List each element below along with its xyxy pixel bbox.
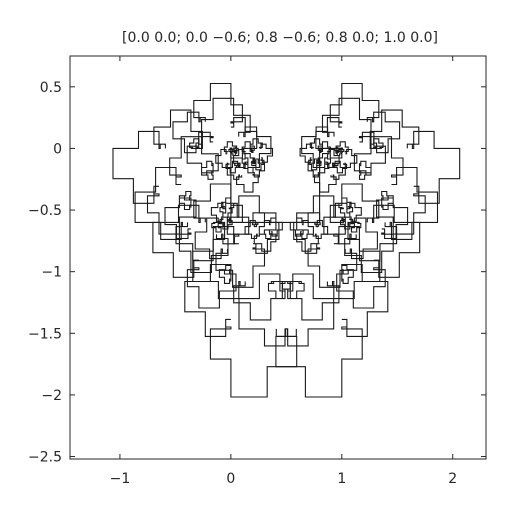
series-line (230, 147, 342, 223)
chart-title: [0.0 0.0; 0.0 −0.6; 0.8 −0.6; 0.8 0.0; 1… (122, 30, 438, 46)
axis-ticks (70, 56, 486, 459)
y-tick-label: −2.5 (28, 450, 62, 466)
fractal-curve (112, 82, 439, 398)
y-tick-label: −1 (41, 265, 62, 281)
x-tick-label: −1 (110, 471, 131, 487)
x-tick-label: 1 (337, 471, 346, 487)
plot-curves (112, 82, 461, 398)
y-tick-label: −0.5 (28, 203, 62, 219)
y-tick-label: −2 (41, 388, 62, 404)
x-tick-label: 0 (226, 471, 235, 487)
y-tick-label: 0.5 (40, 80, 62, 96)
y-tick-labels: 0.5 0 −0.5 −1 −1.5 −2 −2.5 (28, 80, 62, 466)
x-tick-labels: −1 0 1 2 (110, 471, 458, 487)
plot-area (69, 55, 487, 460)
y-tick-label: 0 (53, 141, 62, 157)
x-tick-label: 2 (448, 471, 457, 487)
y-tick-label: −1.5 (28, 326, 62, 342)
fractal-curve-mirror (134, 82, 461, 398)
